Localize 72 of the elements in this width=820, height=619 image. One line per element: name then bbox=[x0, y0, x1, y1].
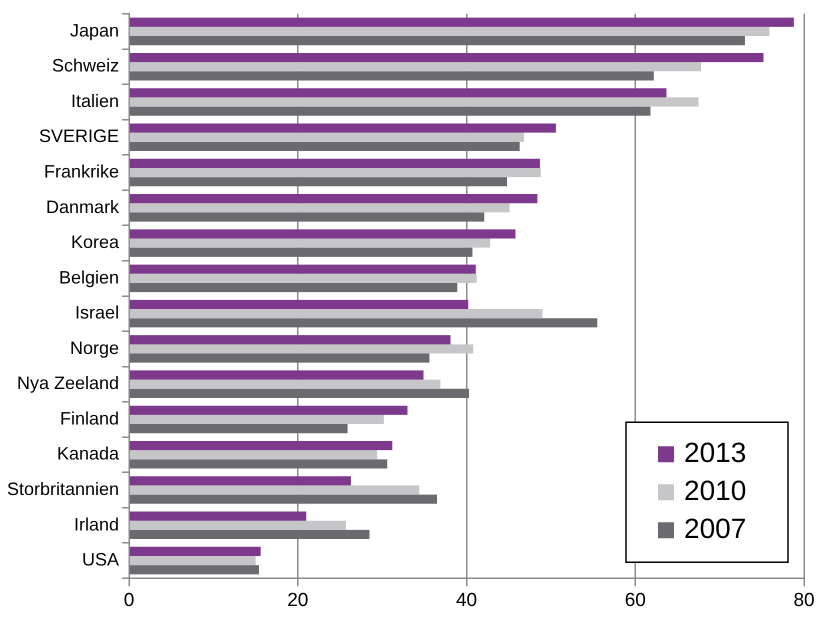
bar bbox=[130, 106, 650, 116]
bar bbox=[130, 370, 424, 380]
y-tick-label: Norge bbox=[70, 338, 120, 358]
bar bbox=[130, 132, 524, 142]
y-tick-label: Frankrike bbox=[44, 162, 120, 182]
bar bbox=[130, 158, 540, 168]
bar bbox=[130, 440, 392, 450]
bar bbox=[130, 300, 468, 310]
bar bbox=[130, 556, 256, 566]
y-tick-label: Belgien bbox=[59, 267, 120, 288]
y-tick-label: USA bbox=[82, 550, 120, 570]
bar bbox=[130, 380, 440, 389]
bar bbox=[130, 52, 764, 62]
y-tick-label: Irland bbox=[74, 514, 120, 534]
bar bbox=[130, 309, 542, 318]
bar bbox=[130, 212, 484, 222]
bar bbox=[130, 36, 745, 46]
bar bbox=[130, 318, 598, 328]
bar bbox=[130, 520, 346, 530]
x-tick-label: 80 bbox=[793, 590, 815, 611]
legend-label: 2010 bbox=[684, 474, 746, 506]
bar bbox=[130, 414, 384, 424]
bar bbox=[130, 450, 378, 460]
bar bbox=[130, 424, 348, 434]
legend-label: 2013 bbox=[684, 436, 746, 468]
legend-label: 2007 bbox=[684, 512, 746, 544]
bar bbox=[130, 88, 666, 98]
bar bbox=[130, 248, 472, 257]
bar bbox=[130, 71, 654, 80]
y-tick-label: Italien bbox=[71, 90, 120, 111]
bar bbox=[130, 335, 451, 344]
y-tick-label: Finland bbox=[60, 408, 120, 428]
y-tick-label: Nya Zeeland bbox=[17, 373, 120, 394]
bar bbox=[130, 282, 458, 292]
bar bbox=[130, 26, 770, 36]
bar bbox=[130, 97, 699, 107]
bar bbox=[130, 459, 388, 468]
y-tick-label: Japan bbox=[70, 20, 120, 40]
bar bbox=[130, 194, 538, 204]
bar bbox=[130, 565, 259, 574]
bar bbox=[130, 238, 490, 248]
bar bbox=[130, 274, 477, 283]
bar bbox=[130, 354, 430, 363]
bar bbox=[130, 388, 470, 398]
x-tick-label: 20 bbox=[287, 590, 308, 611]
bar bbox=[130, 485, 420, 495]
bar bbox=[130, 229, 516, 238]
bar bbox=[130, 18, 794, 27]
y-tick-label: Israel bbox=[75, 302, 120, 323]
bar bbox=[130, 546, 261, 556]
bar bbox=[130, 203, 510, 212]
y-tick-label: Schweiz bbox=[52, 56, 120, 76]
bar bbox=[130, 124, 556, 133]
bar bbox=[130, 264, 476, 274]
bar bbox=[130, 406, 408, 415]
y-tick-label: Kanada bbox=[57, 444, 120, 464]
bar bbox=[130, 512, 306, 521]
x-tick-label: 0 bbox=[124, 590, 134, 611]
bar bbox=[130, 177, 508, 186]
y-tick-label: Storbritannien bbox=[6, 478, 120, 499]
bar bbox=[130, 62, 702, 72]
bar bbox=[130, 494, 438, 504]
bar bbox=[130, 476, 351, 486]
x-tick-label: 40 bbox=[456, 590, 478, 611]
y-tick-label: SVERIGE bbox=[39, 126, 120, 146]
bar bbox=[130, 168, 541, 178]
bar bbox=[130, 530, 370, 540]
y-tick-label: Korea bbox=[71, 232, 120, 252]
bar bbox=[130, 142, 520, 152]
y-tick-label: Danmark bbox=[46, 196, 120, 217]
bar bbox=[130, 344, 474, 354]
x-tick-label: 60 bbox=[624, 590, 646, 611]
